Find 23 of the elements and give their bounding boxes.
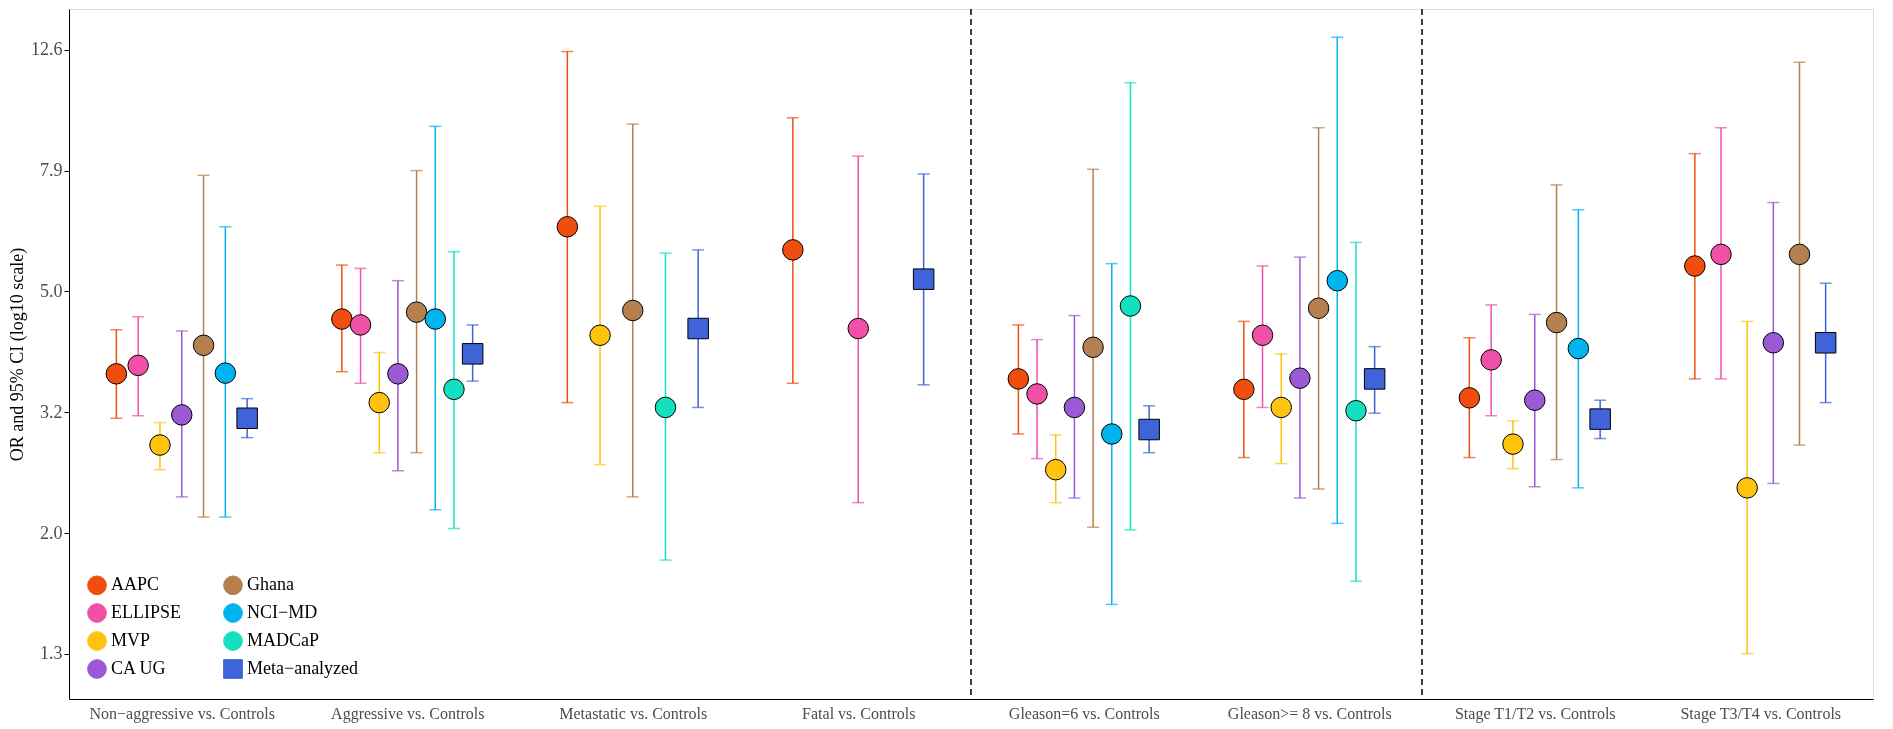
y-tick-label: 5.0 [40, 280, 63, 301]
y-tick-label: 1.3 [40, 643, 63, 664]
legend-label: AAPC [111, 574, 160, 595]
legend-label: NCI−MD [247, 602, 318, 622]
x-tick-label: Stage T3/T4 vs. Controls [1680, 704, 1842, 723]
y-axis-title: OR and 95% CI (log10 scale) [7, 247, 28, 462]
x-tick-label: Fatal vs. Controls [802, 704, 916, 722]
y-tick-label: 7.9 [40, 160, 63, 181]
legend-label: CA UG [111, 658, 166, 678]
y-tick-label: 3.2 [40, 401, 63, 422]
legend-label: Meta−analyzed [247, 658, 359, 678]
legend-label: ELLIPSE [111, 602, 181, 622]
x-tick-label: Gleason=6 vs. Controls [1008, 704, 1160, 722]
y-tick-label: 12.6 [31, 39, 63, 60]
x-tick-label: Stage T1/T2 vs. Controls [1454, 704, 1616, 723]
x-tick-label: Aggressive vs. Controls [331, 704, 485, 723]
legend-label: MVP [111, 630, 151, 650]
x-tick-label: Metastatic vs. Controls [559, 704, 708, 722]
y-tick-label: 2.0 [40, 522, 63, 543]
legend-label: MADCaP [247, 630, 320, 650]
x-tick-label: Gleason>= 8 vs. Controls [1227, 704, 1392, 722]
x-tick-label: Non−aggressive vs. Controls [89, 704, 275, 723]
legend-label: Ghana [247, 574, 294, 595]
